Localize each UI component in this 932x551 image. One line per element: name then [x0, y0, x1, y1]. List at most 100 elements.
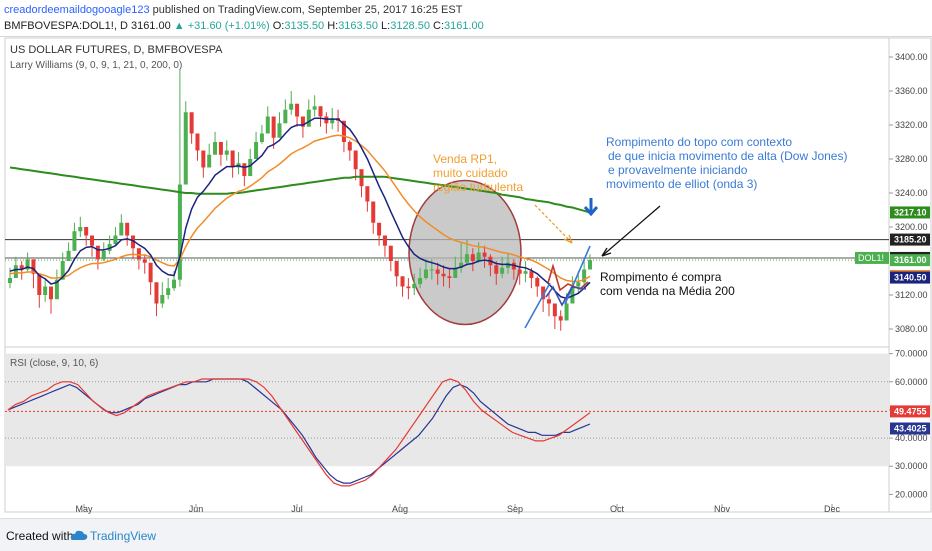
venda-annotation-line: região turbulenta — [433, 180, 523, 194]
candle-body — [49, 286, 54, 300]
candle-body — [412, 283, 417, 289]
indicator-label: Larry Williams (9, 0, 9, 1, 21, 0, 200, … — [10, 60, 183, 71]
candle-body — [25, 259, 30, 270]
candle-body — [271, 116, 276, 138]
rsi-tick-label: 60.0000 — [895, 377, 928, 387]
candle-body — [558, 316, 563, 321]
candle-body — [84, 227, 89, 236]
candle-body — [90, 235, 95, 246]
x-tick-label: Jul — [291, 504, 303, 514]
candle-body — [66, 250, 71, 261]
candle-body — [306, 109, 311, 127]
change-value: ▲ +31.60 (+1.01%) — [173, 20, 270, 32]
candle-body — [511, 262, 516, 270]
candle-body — [224, 150, 229, 155]
close-value: 3161.00 — [444, 20, 484, 32]
symbol-tag: DOL1! — [858, 253, 884, 263]
ema-slow-line — [9, 134, 591, 283]
breakout-annotation-line: movimento de elliot (onda 3) — [606, 177, 757, 191]
price-tick-label: 3360.00 — [895, 86, 928, 96]
candle-body — [377, 222, 382, 236]
venda-arrow-head — [563, 234, 573, 244]
price-tick-label: 3080.00 — [895, 324, 928, 334]
price-tag-bg — [890, 233, 930, 246]
candle-body — [418, 278, 423, 284]
wave-line-2 — [564, 245, 591, 305]
rsi-pane — [5, 353, 889, 467]
candle-body — [218, 142, 223, 155]
published-text: published on TradingView.com, September … — [149, 4, 463, 16]
header-divider — [0, 36, 932, 37]
breakout-annotation-line: Rompimento do topo com contexto — [606, 135, 792, 149]
breakout-annotation-line: e provavelmente iniciando — [608, 163, 748, 177]
x-tick-label: May — [75, 504, 93, 514]
candle-body — [213, 142, 218, 155]
candle-body — [277, 123, 282, 138]
candle-body — [494, 265, 499, 274]
venda-annotation-line: muito cuidado — [433, 166, 508, 180]
rsi-tag: 49.4755 — [894, 406, 927, 416]
candle-body — [312, 106, 317, 110]
candles — [8, 69, 592, 331]
candle-body — [283, 109, 288, 124]
turbulent-region-circle — [408, 179, 522, 326]
candle-body — [72, 231, 77, 251]
candle-body — [470, 254, 475, 261]
candle-body — [517, 269, 522, 274]
candle-body — [300, 116, 305, 127]
venda-annotation-line: Venda RP1, — [433, 152, 497, 166]
price-tag: 3185.20 — [894, 235, 927, 245]
price-tag-bg — [890, 206, 930, 219]
candle-body — [131, 235, 136, 249]
candle-body — [289, 103, 294, 110]
author-link[interactable]: creadordeemaildogooagle123 — [4, 4, 150, 16]
ohlc-line: BMFBOVESPA:DOL1!, D 3161.00 ▲ +31.60 (+1… — [4, 20, 484, 32]
candle-body — [254, 142, 259, 159]
candle-body — [541, 286, 546, 300]
candle-body — [482, 252, 487, 257]
candle-body — [447, 276, 452, 278]
candle-body — [142, 259, 147, 263]
x-tick-label: Aug — [392, 504, 408, 514]
rsi-tick-label: 40.0000 — [895, 433, 928, 443]
candle-body — [119, 222, 124, 236]
buy-annotation-line: com venda na Média 200 — [600, 284, 735, 298]
candle-body — [201, 150, 206, 168]
candle-body — [265, 116, 270, 134]
price-tick-label: 3120.00 — [895, 290, 928, 300]
candle-body — [388, 245, 393, 261]
candle-body — [453, 267, 458, 278]
high-value: 3163.50 — [338, 20, 378, 32]
candle-body — [505, 262, 510, 268]
last-price: 3161.00 — [130, 20, 171, 32]
candle-body — [588, 260, 592, 270]
candle-body — [154, 282, 159, 304]
chart-title: US DOLLAR FUTURES, D, BMFBOVESPA — [10, 44, 223, 56]
candle-body — [172, 279, 177, 289]
candle-body — [347, 142, 352, 151]
candle-body — [564, 303, 569, 321]
wave-line-1 — [524, 282, 551, 329]
candle-body — [242, 163, 247, 176]
publish-line: creadordeemaildogooagle123 published on … — [4, 4, 462, 16]
candle-body — [330, 118, 335, 124]
candle-body — [459, 262, 464, 268]
open-label: O: — [272, 20, 285, 32]
candle-body — [552, 303, 557, 317]
venda-arrow-line — [534, 204, 573, 244]
price-tag: 3161.00 — [894, 255, 927, 265]
candle-body — [31, 259, 36, 274]
rsi-tag: 43.4025 — [894, 423, 927, 433]
candle-body — [371, 201, 376, 223]
tradingview-brand[interactable]: TradingView — [90, 529, 157, 543]
candle-body — [435, 269, 440, 274]
rsi-band — [5, 353, 889, 467]
candle-body — [570, 286, 575, 304]
candle-body — [101, 250, 106, 260]
candle-body — [13, 265, 18, 278]
candle-body — [248, 159, 253, 176]
indicator-lines — [9, 117, 591, 300]
low-value: 3128.50 — [390, 20, 430, 32]
candle-body — [476, 252, 481, 261]
